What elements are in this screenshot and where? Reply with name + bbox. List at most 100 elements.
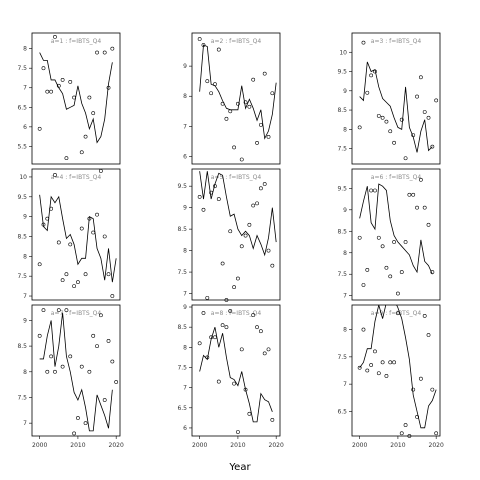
data-point — [83, 421, 88, 426]
data-point — [102, 50, 107, 55]
series-line — [199, 171, 277, 257]
panel-strip-label: a=5 : f=IBTS_Q4 — [211, 174, 262, 181]
data-point — [224, 325, 229, 330]
y-tick-label: 9 — [183, 63, 187, 70]
data-point — [422, 205, 427, 210]
data-point — [205, 295, 210, 300]
data-point — [72, 431, 76, 436]
y-tick-label: 7.5 — [17, 273, 27, 280]
data-point — [380, 244, 385, 249]
data-point — [213, 184, 217, 189]
data-point — [106, 339, 111, 343]
data-point — [91, 230, 96, 235]
y-tick-label: 10 — [19, 174, 27, 181]
data-point — [426, 333, 431, 337]
data-point — [369, 188, 374, 193]
data-point — [415, 414, 419, 419]
y-tick-label: 10 — [339, 49, 347, 56]
y-tick-label: 7.5 — [177, 269, 187, 276]
data-point — [266, 134, 271, 139]
data-point — [216, 47, 221, 52]
panel-frame — [191, 304, 281, 437]
data-point — [79, 364, 84, 369]
y-tick-label: 8 — [343, 327, 347, 334]
y-tick-label: 6 — [183, 425, 187, 432]
y-tick-label: 9.5 — [337, 69, 347, 76]
data-point — [415, 94, 419, 99]
data-point — [95, 344, 99, 348]
data-point — [56, 240, 61, 245]
data-point — [87, 369, 92, 374]
data-point — [396, 311, 400, 316]
y-tick-label: 9.5 — [337, 185, 347, 192]
y-tick-label: 8.5 — [177, 324, 187, 331]
y-tick-label: 8 — [183, 344, 187, 351]
panel-frame — [351, 304, 441, 437]
data-point — [98, 169, 103, 173]
data-point — [110, 359, 115, 364]
data-point — [228, 229, 233, 234]
data-point — [396, 291, 400, 296]
data-point — [232, 285, 236, 290]
data-point — [247, 222, 252, 227]
y-tick-label: 7 — [343, 381, 347, 388]
data-point — [236, 101, 240, 106]
y-tick-label: 9 — [343, 88, 347, 95]
data-point — [434, 98, 439, 103]
data-point — [76, 416, 80, 420]
y-tick-label: 7.5 — [17, 65, 27, 72]
y-tick-label: 6 — [183, 153, 187, 160]
data-point — [201, 311, 206, 315]
y-tick-label: 8 — [343, 250, 347, 257]
y-tick-label: 6.5 — [17, 104, 27, 111]
y-tick-label: 9 — [23, 317, 27, 324]
data-point — [266, 248, 271, 253]
series-line — [39, 52, 113, 144]
data-point — [197, 341, 202, 346]
data-point — [79, 150, 84, 155]
data-point — [45, 216, 50, 221]
panel-frame — [191, 32, 281, 165]
y-tick-label: 8.5 — [17, 233, 27, 240]
y-tick-label: 9 — [343, 207, 347, 214]
data-point — [376, 371, 381, 376]
data-point — [407, 434, 412, 438]
data-point — [72, 95, 76, 100]
data-point — [399, 431, 404, 436]
y-tick-label: 8 — [343, 126, 347, 133]
data-point — [430, 270, 435, 274]
data-point — [45, 369, 50, 374]
panel-frame — [191, 168, 281, 301]
data-point — [255, 141, 259, 145]
data-point — [270, 91, 275, 96]
data-point — [388, 129, 393, 134]
y-tick-label: 8 — [23, 46, 27, 53]
data-point — [220, 323, 225, 328]
data-point — [418, 376, 423, 381]
data-point — [49, 354, 54, 359]
y-tick-label: 6 — [23, 124, 27, 131]
data-point — [232, 381, 236, 386]
data-point — [41, 66, 46, 71]
data-point — [213, 335, 217, 340]
data-point — [411, 133, 416, 138]
data-point — [399, 117, 404, 122]
data-point — [228, 109, 233, 114]
x-tick-label: 2010 — [390, 442, 405, 449]
y-tick-label: 6.5 — [337, 408, 347, 415]
data-point — [60, 278, 65, 283]
data-point — [434, 431, 439, 436]
data-point — [224, 298, 229, 302]
data-point — [251, 313, 256, 317]
data-point — [403, 240, 408, 244]
panel-frame — [31, 32, 121, 165]
data-point — [110, 294, 115, 298]
data-point — [68, 79, 73, 84]
data-point — [262, 351, 267, 356]
y-tick-label: 7.5 — [177, 364, 187, 371]
data-point — [388, 274, 393, 279]
data-point — [205, 355, 210, 360]
data-point — [266, 347, 271, 352]
series-line — [359, 61, 433, 153]
